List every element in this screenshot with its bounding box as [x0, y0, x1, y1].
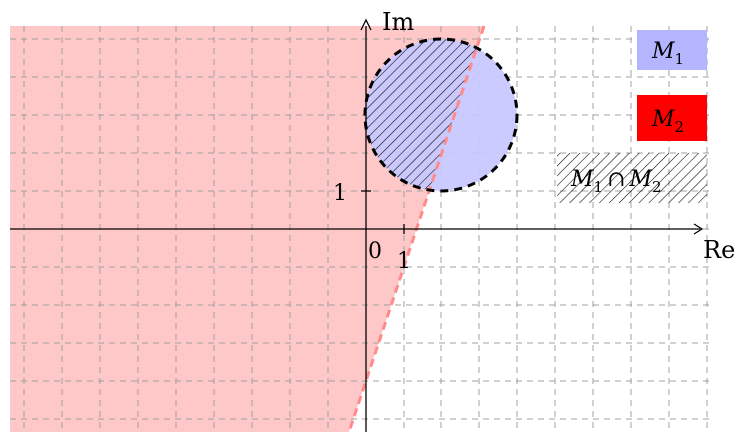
- origin-label: 0: [368, 239, 382, 264]
- legend-item-m1: M1: [637, 30, 707, 70]
- legend-swatch-m1: [637, 30, 707, 70]
- x-tick-label: 1: [397, 249, 411, 274]
- x-axis-arrow-icon: [693, 223, 704, 235]
- legend-item-m2: M2: [637, 95, 707, 141]
- legend-swatch-intersection: [557, 153, 707, 203]
- y-axis-label: Im: [382, 8, 414, 36]
- legend-label-intersection: M1 ∩ M2: [570, 167, 662, 196]
- legend-swatch-m2: [637, 95, 707, 141]
- x-axis-label: Re: [703, 236, 735, 264]
- y-axis-arrow-icon: [360, 18, 372, 31]
- legend: M1 M2 M1 ∩ M2: [557, 30, 707, 203]
- legend-label-m1: M1: [651, 39, 684, 68]
- legend-label-m2: M2: [651, 107, 684, 136]
- legend-item-intersection: M1 ∩ M2: [557, 153, 707, 203]
- m1-boundary-circle: [363, 37, 519, 193]
- y-tick-label: 1: [333, 181, 347, 206]
